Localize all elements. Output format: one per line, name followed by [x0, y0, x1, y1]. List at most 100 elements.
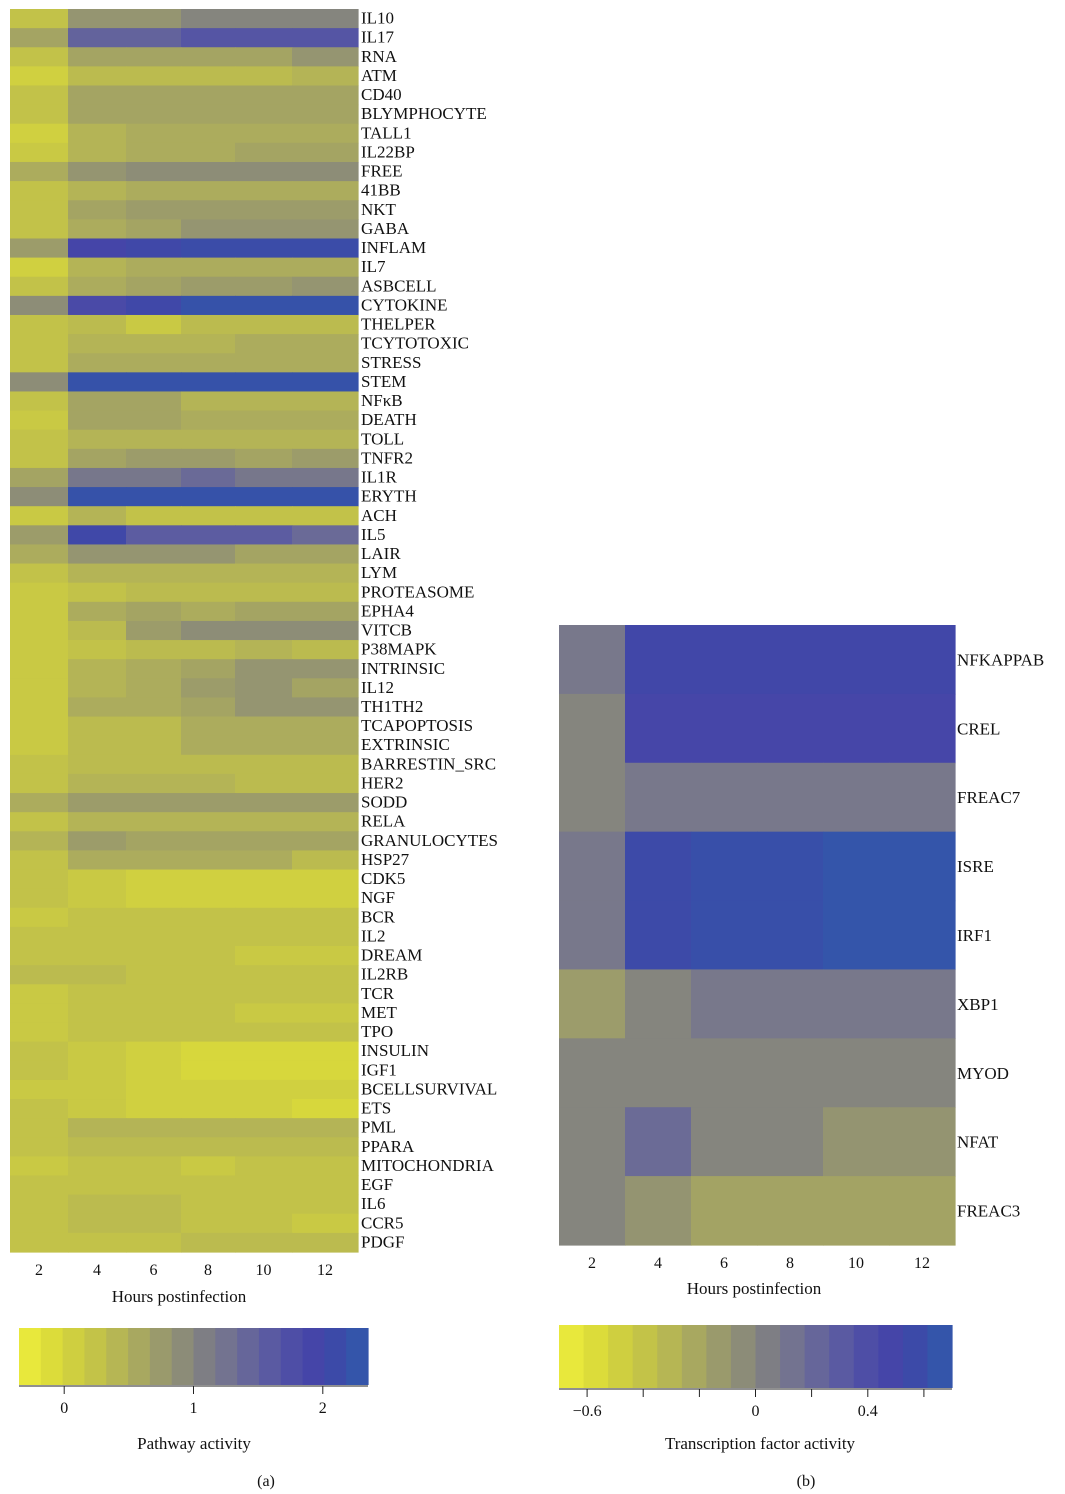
heatmap-cell: [68, 295, 127, 316]
heatmap-cell: [126, 831, 182, 852]
x-tick-label: 2: [588, 1255, 596, 1272]
heatmap-cell: [181, 391, 236, 412]
heatmap-cell: [181, 850, 236, 871]
heatmap-cell: [292, 582, 359, 603]
heatmap-cell: [10, 601, 69, 622]
heatmap-cell: [181, 161, 236, 182]
heatmap-cell: [559, 693, 626, 764]
heatmap-cell: [126, 161, 182, 182]
heatmap-cell: [181, 238, 236, 259]
heatmap-cell: [292, 238, 359, 259]
heatmap-cell: [181, 735, 236, 756]
heatmap-cell: [292, 200, 359, 220]
heatmap-cell: [889, 1176, 956, 1246]
heatmap-cell: [126, 1003, 182, 1024]
heatmap-cell: [10, 200, 69, 220]
heatmap-cell: [10, 965, 69, 985]
heatmap-cell: [625, 1038, 692, 1108]
heatmap-cell: [68, 965, 127, 985]
heatmap-cell: [292, 773, 359, 794]
row-label: STRESS: [361, 353, 421, 372]
heatmap-cell: [292, 123, 359, 144]
heatmap-cell: [292, 334, 359, 354]
heatmap-cell: [10, 1060, 69, 1081]
heatmap-cell: [235, 1041, 293, 1062]
heatmap-cell: [68, 1213, 127, 1234]
row-label: IL2RB: [361, 965, 408, 984]
heatmap-cell: [292, 487, 359, 507]
heatmap-cell: [559, 831, 626, 902]
row-label: GRANULOCYTES: [361, 831, 498, 850]
heatmap-cell: [823, 1176, 890, 1246]
heatmap-cell: [823, 900, 890, 971]
heatmap-cell: [181, 773, 236, 794]
heatmap-cell: [126, 659, 182, 679]
heatmap-cell: [235, 678, 293, 699]
heatmap-cell: [292, 391, 359, 412]
heatmap-cell: [757, 831, 824, 902]
heatmap-cell: [68, 1003, 127, 1024]
heatmap-cell: [10, 161, 69, 182]
heatmap-cell: [757, 969, 824, 1039]
heatmap-cell: [292, 812, 359, 832]
heatmap-cell: [10, 1118, 69, 1138]
heatmap-cell: [181, 697, 236, 718]
heatmap-cell: [68, 410, 127, 431]
heatmap-cell: [68, 181, 127, 201]
colorbar-swatch: [258, 1328, 282, 1385]
heatmap-cell: [126, 582, 182, 603]
heatmap-cell: [889, 762, 956, 833]
heatmap-cell: [68, 926, 127, 947]
heatmap-cell: [126, 965, 182, 985]
heatmap-cell: [68, 984, 127, 1004]
row-label: HER2: [361, 773, 404, 792]
heatmap-cell: [68, 1156, 127, 1177]
heatmap-cell: [10, 678, 69, 699]
row-label: INSULIN: [361, 1041, 429, 1060]
heatmap-cell: [559, 1107, 626, 1177]
heatmap-cell: [823, 625, 890, 695]
heatmap-cell: [10, 295, 69, 316]
heatmap-cell: [181, 467, 236, 488]
colorbar-swatch: [346, 1328, 369, 1385]
heatmap-cell: [235, 1175, 293, 1196]
heatmap-cell: [126, 276, 182, 297]
heatmap-cell: [181, 104, 236, 125]
row-label: IL2: [361, 926, 386, 945]
heatmap-cell: [181, 984, 236, 1004]
heatmap-cell: [292, 142, 359, 163]
row-label: FREAC3: [957, 1202, 1020, 1221]
heatmap-cell: [235, 123, 293, 144]
colorbar-a-label: Pathway activity: [137, 1434, 251, 1453]
heatmap-cell: [126, 888, 182, 909]
heatmap-cell: [292, 1079, 359, 1100]
heatmap-cell: [68, 1232, 127, 1253]
x-tick-label: 6: [720, 1255, 728, 1272]
heatmap-cell: [126, 1022, 182, 1043]
heatmap-cell: [181, 372, 236, 393]
heatmap-cell: [126, 544, 182, 565]
heatmap-cell: [292, 1099, 359, 1119]
colorbar-swatch: [559, 1325, 585, 1388]
heatmap-cell: [68, 601, 127, 622]
heatmap-cell: [68, 123, 127, 144]
heatmap-b-x-ticks: 2 4 6 8 10 12: [588, 1255, 930, 1272]
heatmap-cell: [181, 295, 236, 316]
heatmap-cell: [68, 1060, 127, 1081]
heatmap-cell: [181, 812, 236, 832]
heatmap-cell: [68, 773, 127, 794]
heatmap-cell: [292, 1041, 359, 1062]
heatmap-cell: [68, 276, 127, 297]
colorbar-swatch: [193, 1328, 216, 1385]
heatmap-cell: [181, 831, 236, 852]
heatmap-cell: [10, 620, 69, 641]
heatmap-cell: [292, 984, 359, 1004]
heatmap-cell: [126, 257, 182, 278]
heatmap-cell: [235, 831, 293, 852]
heatmap-cell: [235, 697, 293, 718]
heatmap-cell: [292, 697, 359, 718]
row-label: ERYTH: [361, 487, 417, 506]
heatmap-cell: [126, 123, 182, 144]
heatmap-cell: [181, 487, 236, 507]
heatmap-cell: [235, 487, 293, 507]
